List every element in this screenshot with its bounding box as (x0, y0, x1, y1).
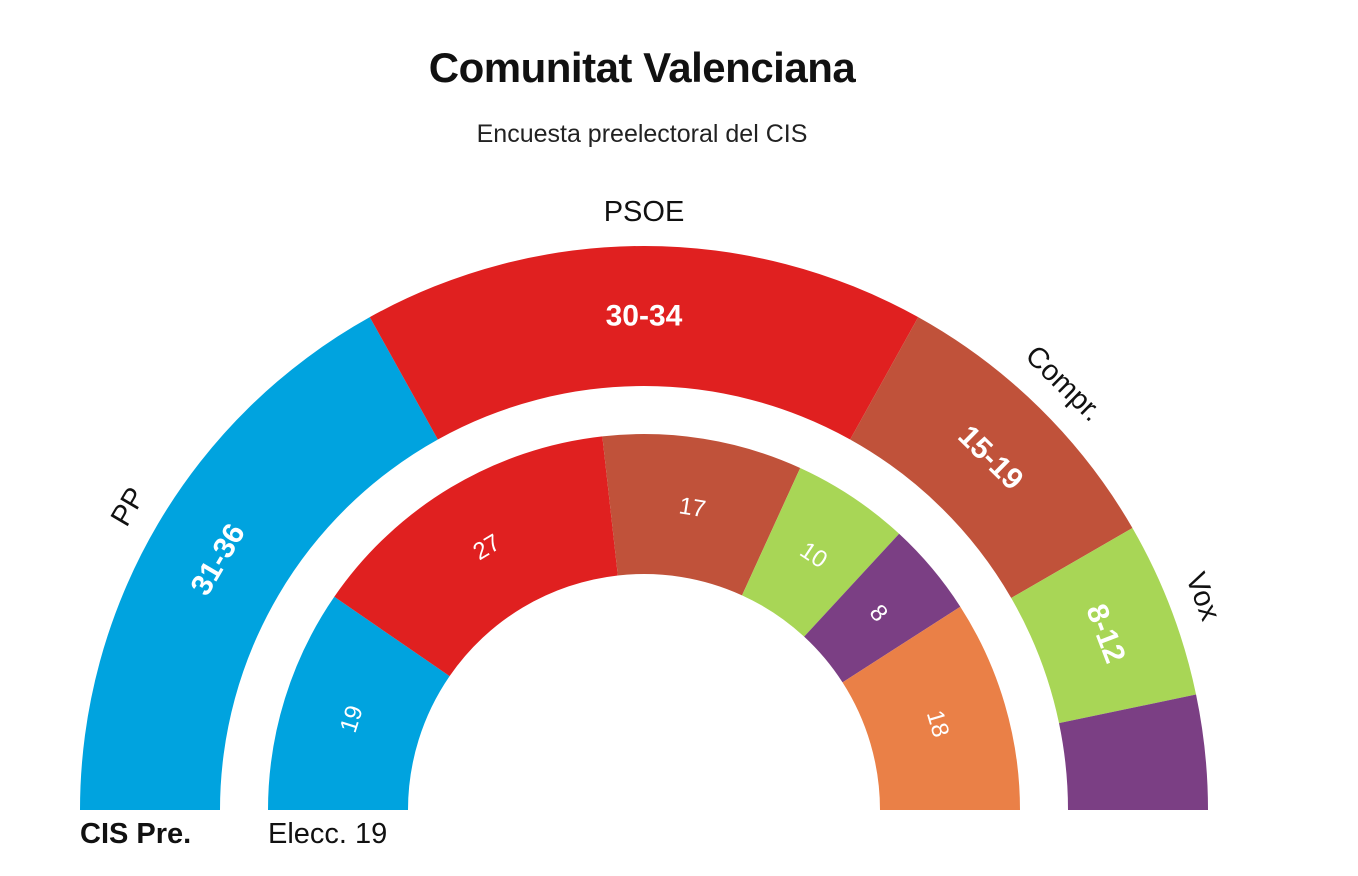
inner-segment-5 (842, 606, 1020, 810)
chart-subtitle: Encuesta preelectoral del CIS (476, 120, 808, 148)
inner-segment-4 (804, 533, 961, 683)
party-label-psoe: PSOE (604, 196, 685, 228)
chart-title: Comunitat Valenciana (428, 44, 856, 91)
outer-segment-4 (1059, 694, 1208, 810)
outer-value-label: 30-34 (606, 300, 683, 333)
outer-segment-vox (1011, 528, 1197, 724)
ring-label-outer: CIS Pre. (80, 818, 192, 850)
inner-value-label: 17 (677, 492, 708, 523)
inner-segment-1 (334, 436, 618, 677)
inner-segment-2 (602, 434, 801, 596)
party-label-pp: PP (105, 482, 152, 532)
inner-segment-0 (268, 596, 450, 810)
outer-ring (80, 246, 1208, 810)
outer-segment-pp (80, 317, 438, 810)
ring-label-inner: Elecc. 19 (268, 818, 388, 850)
outer-segment-psoe (369, 246, 919, 440)
outer-segment-compr (850, 317, 1133, 598)
inner-ring (268, 434, 1020, 810)
party-label-vox: Vox (1179, 568, 1226, 625)
inner-segment-3 (742, 467, 900, 637)
